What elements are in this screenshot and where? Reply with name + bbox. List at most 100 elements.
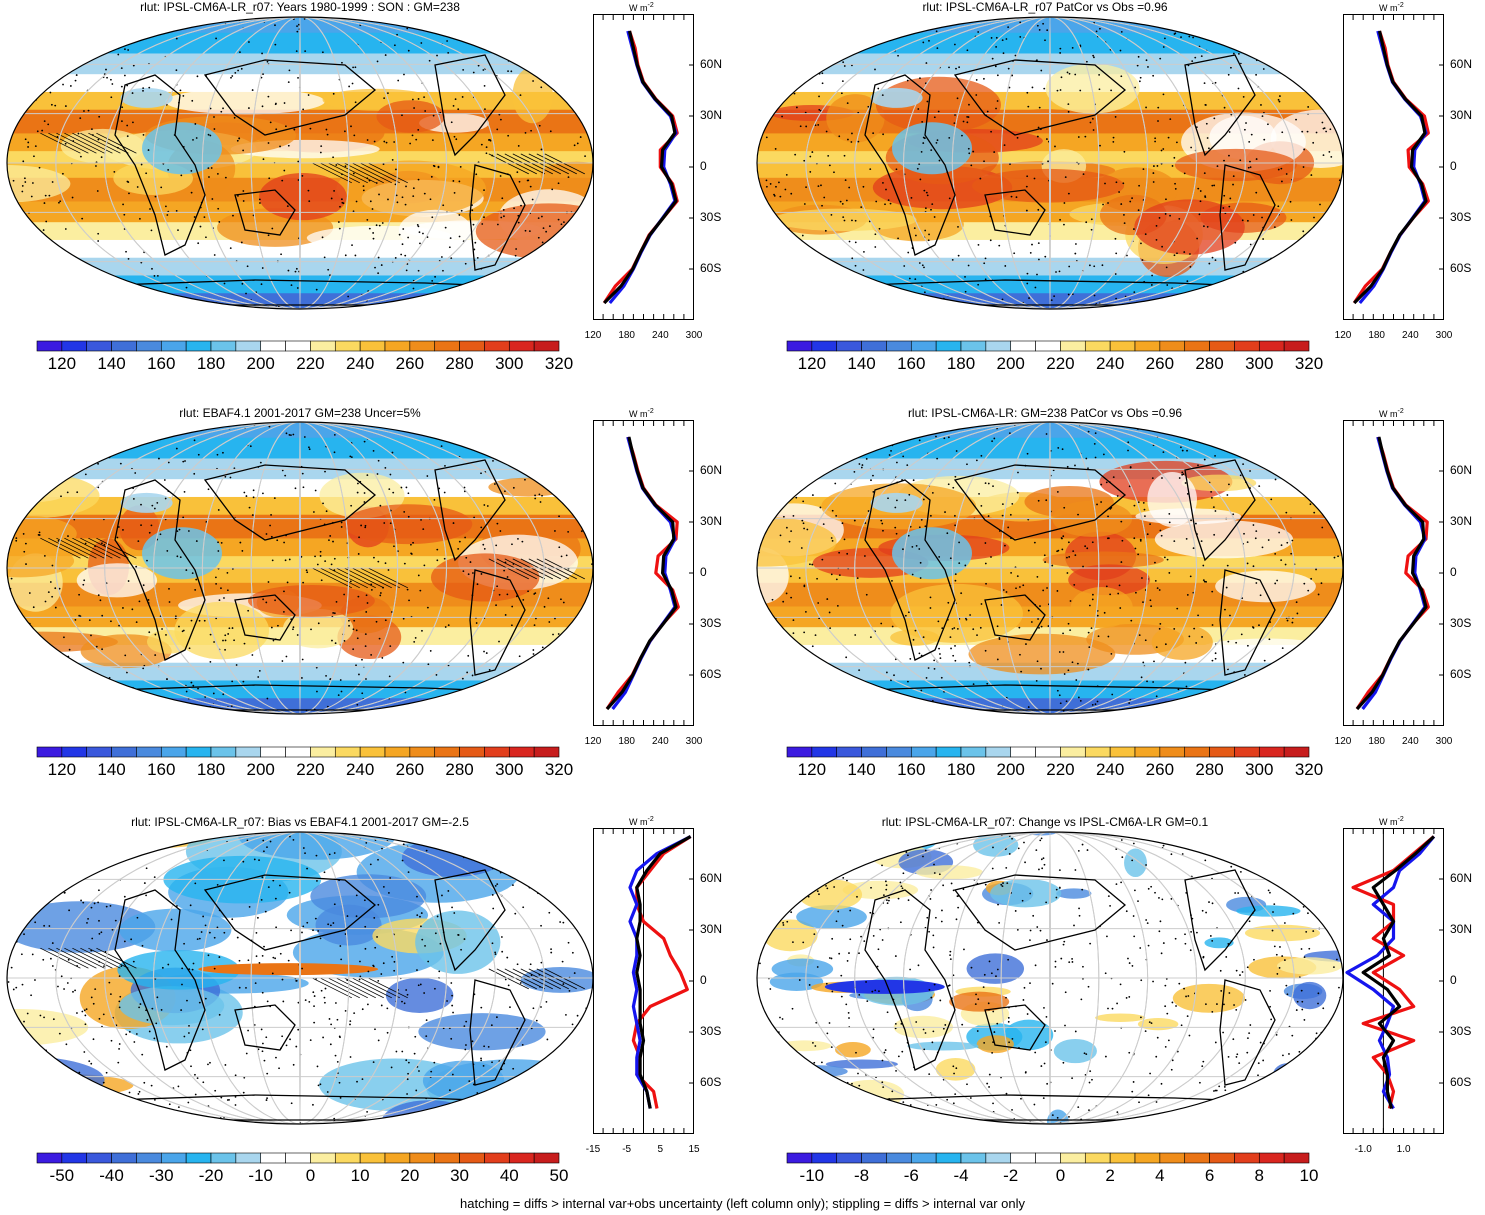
zonal-mean-plot xyxy=(1343,14,1444,320)
panel-title: rlut: IPSL-CM6A-LR_r07 PatCor vs Obs =0.… xyxy=(922,0,1168,14)
colorbar-swatch xyxy=(1109,340,1136,352)
zonal-series-line xyxy=(605,436,678,711)
x-tick-label: -1.0 xyxy=(1354,1144,1372,1155)
colorbar-tick-label: 140 xyxy=(97,354,126,373)
colorbar-tick-label: -10 xyxy=(248,1166,273,1185)
colorbar-tick-label: -8 xyxy=(854,1166,870,1185)
colorbar-swatch xyxy=(985,746,1012,758)
colorbar-swatch xyxy=(786,1152,813,1164)
x-tick-label: 120 xyxy=(584,736,602,747)
colorbar-swatch xyxy=(1283,1152,1310,1164)
latitude-label: 60N xyxy=(1450,871,1473,885)
colorbar-swatch xyxy=(409,340,436,352)
colorbar-tick-label: 160 xyxy=(147,354,176,373)
latitude-label: 30S xyxy=(1450,210,1472,224)
zonal-series-line xyxy=(608,30,678,305)
colorbar-tick-label: 140 xyxy=(97,760,126,779)
robinson-map xyxy=(756,421,1344,715)
colorbar-swatch xyxy=(61,746,88,758)
x-tick-label: 120 xyxy=(584,330,602,341)
colorbar xyxy=(36,746,560,758)
colorbar-swatch xyxy=(1234,1152,1260,1164)
colorbar-tick-label: 180 xyxy=(196,354,226,373)
colorbar-swatch xyxy=(61,340,88,352)
colorbar-swatch xyxy=(285,340,311,352)
colorbar-swatch xyxy=(185,340,212,352)
colorbar-swatch xyxy=(861,1152,887,1164)
colorbar-swatch xyxy=(1060,340,1086,352)
colorbar-swatch xyxy=(1060,1152,1086,1164)
colorbar-tick-label: 300 xyxy=(1245,760,1274,779)
colorbar-tick-label: 320 xyxy=(1294,760,1324,779)
x-tick-label: 240 xyxy=(1401,736,1419,747)
x-tick-label: 180 xyxy=(618,736,635,747)
colorbar-swatch xyxy=(111,746,137,758)
colorbar-swatch xyxy=(886,340,912,352)
colorbar-swatch xyxy=(935,1152,962,1164)
colorbar-swatch xyxy=(1010,1152,1036,1164)
colorbar-swatch xyxy=(36,1152,63,1164)
zonal-series-line xyxy=(628,835,692,1109)
colorbar-swatch xyxy=(359,340,386,352)
colorbar-swatch xyxy=(210,746,237,758)
colorbar-tick-label: 300 xyxy=(1245,354,1274,373)
colorbar-swatch xyxy=(160,340,187,352)
x-tick-label: -5 xyxy=(622,1144,632,1155)
colorbar xyxy=(786,746,1310,758)
colorbar-swatch xyxy=(136,1152,162,1164)
colorbar-tick-label: 280 xyxy=(1195,354,1224,373)
latitude-label: 60N xyxy=(1450,463,1473,477)
colorbar-swatch xyxy=(1084,340,1111,352)
zonal-series-line xyxy=(635,835,692,1109)
colorbar-swatch xyxy=(334,340,361,352)
colorbar-swatch xyxy=(910,746,937,758)
colorbar-swatch xyxy=(334,746,361,758)
x-tick-label: 300 xyxy=(1435,736,1453,747)
latitude-label: 0 xyxy=(700,565,707,579)
colorbar-swatch xyxy=(434,1152,460,1164)
colorbar-swatch xyxy=(310,340,336,352)
colorbar-swatch xyxy=(359,1152,386,1164)
colorbar-tick-label: 160 xyxy=(147,760,176,779)
colorbar-tick-label: 4 xyxy=(1155,1166,1165,1185)
colorbar-tick-label: 0 xyxy=(305,1166,316,1185)
latitude-label: 0 xyxy=(700,973,707,987)
colorbar-tick-label: 240 xyxy=(1095,760,1125,779)
latitude-label: 0 xyxy=(700,159,707,173)
colorbar-tick-label: 320 xyxy=(544,760,574,779)
latitude-label: 60S xyxy=(1450,667,1472,681)
colorbar-swatch xyxy=(1109,1152,1136,1164)
colorbar-swatch xyxy=(1060,746,1086,758)
colorbar-swatch xyxy=(1035,746,1061,758)
colorbar-tick-label: 240 xyxy=(345,354,375,373)
colorbar-swatch xyxy=(86,746,112,758)
colorbar-swatch xyxy=(1184,746,1210,758)
robinson-map xyxy=(756,16,1344,310)
colorbar-swatch xyxy=(459,1152,485,1164)
x-tick-label: 240 xyxy=(1401,330,1419,341)
colorbar-tick-label: 120 xyxy=(47,354,77,373)
colorbar-swatch xyxy=(1035,1152,1061,1164)
colorbar-swatch xyxy=(409,1152,436,1164)
colorbar-swatch xyxy=(811,340,838,352)
latitude-label: 60S xyxy=(700,261,722,275)
colorbar-swatch xyxy=(960,340,987,352)
colorbar-swatch xyxy=(310,1152,336,1164)
colorbar-swatch xyxy=(786,340,813,352)
zonal-mean-plot xyxy=(593,14,694,320)
colorbar-tick-label: -6 xyxy=(903,1166,919,1185)
latitude-label: 30N xyxy=(1450,108,1473,122)
x-tick-label: 1.0 xyxy=(1396,1144,1411,1155)
colorbar-swatch xyxy=(484,1152,510,1164)
x-tick-label: 180 xyxy=(1368,330,1385,341)
x-tick-label: 300 xyxy=(1435,330,1453,341)
colorbar-swatch xyxy=(1283,340,1310,352)
colorbar-tick-label: 220 xyxy=(296,354,325,373)
colorbar-tick-label: 30 xyxy=(450,1166,470,1185)
colorbar-swatch xyxy=(1209,340,1235,352)
colorbar-swatch xyxy=(136,746,162,758)
latitude-label: 0 xyxy=(1450,565,1457,579)
colorbar-swatch xyxy=(508,1152,535,1164)
colorbar-tick-label: 200 xyxy=(246,760,275,779)
colorbar-tick-label: -30 xyxy=(148,1166,174,1185)
